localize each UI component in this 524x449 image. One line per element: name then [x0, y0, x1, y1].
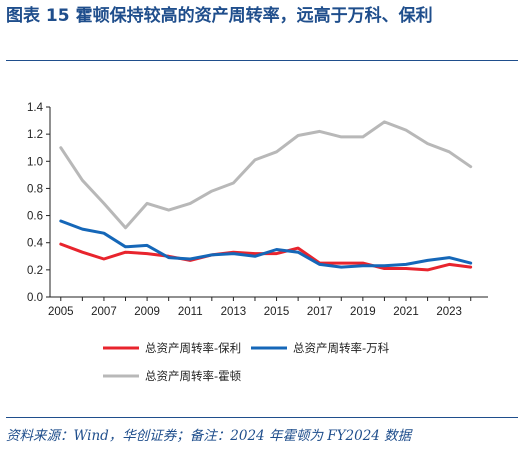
chart-axes: 0.0 0.2 0.4 0.6 0.8 1.0 1.2 1.4 2005 2007 2009 2011…: [27, 102, 488, 318]
figure-label: 图表 15: [6, 6, 70, 26]
source-divider: [6, 417, 518, 418]
y-tick-label: 1.4: [27, 102, 44, 114]
x-tick-label: 2021: [393, 306, 419, 318]
y-tick-label: 0.8: [27, 183, 43, 195]
x-tick-label: 2007: [91, 306, 117, 318]
x-tick-label: 2013: [221, 306, 247, 318]
legend-label: 总资产周转率-万科: [293, 341, 390, 355]
x-tick-label: 2005: [48, 306, 74, 318]
y-tick-label: 0.6: [27, 211, 43, 223]
series-line: [59, 219, 473, 269]
y-tick-label: 1.2: [27, 129, 43, 141]
series-line: [59, 120, 473, 230]
source-note: 资料来源：Wind，华创证券；备注：2024 年霍顿为 FY2024 数据: [6, 428, 412, 444]
y-tick-label: 0.2: [27, 265, 43, 277]
chart-series: [59, 120, 473, 272]
figure-title-text: 霍顿保持较高的资产周转率，远高于万科、保利: [75, 6, 433, 26]
series-line: [59, 242, 473, 272]
y-tick-label: 1.0: [27, 156, 43, 168]
title-divider: [6, 60, 518, 61]
x-tick-label: 2017: [307, 306, 333, 318]
figure-title: 图表 15 霍顿保持较高的资产周转率，远高于万科、保利: [6, 4, 518, 28]
x-tick-label: 2015: [264, 306, 290, 318]
legend-label: 总资产周转率-霍顿: [145, 369, 242, 383]
x-tick-label: 2011: [178, 306, 203, 318]
legend-label: 总资产周转率-保利: [145, 341, 241, 355]
y-tick-label: 0.4: [27, 238, 44, 250]
y-tick-label: 0.0: [27, 292, 43, 304]
x-tick-label: 2023: [436, 306, 462, 318]
x-tick-label: 2009: [134, 306, 160, 318]
x-tick-label: 2019: [350, 306, 376, 318]
